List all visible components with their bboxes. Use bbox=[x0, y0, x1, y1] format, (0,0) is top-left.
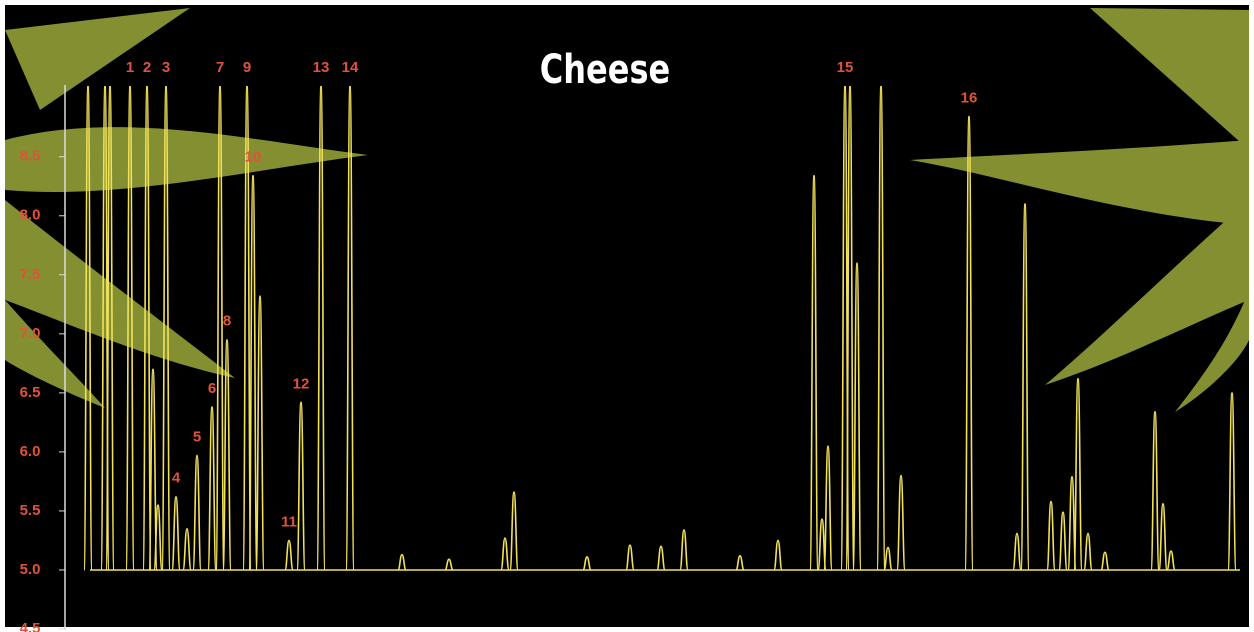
peak-label: 15 bbox=[837, 59, 854, 76]
y-tick-label: 7.0 bbox=[20, 325, 41, 342]
chart-title: Cheese bbox=[540, 45, 670, 92]
y-tick-label: 8.0 bbox=[20, 207, 41, 224]
peak-label: 4 bbox=[172, 470, 181, 487]
peak-label: 8 bbox=[223, 313, 231, 330]
peak-label: 12 bbox=[293, 375, 310, 392]
peak-label: 2 bbox=[143, 59, 151, 76]
y-tick-label: 5.5 bbox=[20, 502, 41, 519]
peak-label: 11 bbox=[281, 513, 297, 530]
y-tick-label: 7.5 bbox=[20, 266, 41, 283]
page: {"chart_data": { "type": "line", "title"… bbox=[0, 0, 1254, 632]
peak-label: 7 bbox=[216, 59, 224, 76]
peak-label: 9 bbox=[243, 59, 251, 76]
y-tick-label: 4.5 bbox=[20, 620, 41, 632]
y-tick-label: 6.0 bbox=[20, 443, 41, 460]
y-tick-label: 8.5 bbox=[20, 148, 41, 165]
peak-label: 1 bbox=[126, 59, 134, 76]
peak-label: 14 bbox=[342, 59, 359, 76]
peak-label: 6 bbox=[208, 380, 216, 397]
y-tick-label: 6.5 bbox=[20, 384, 41, 401]
peak-label: 5 bbox=[193, 428, 201, 445]
peak-label: 13 bbox=[313, 59, 330, 76]
y-tick-label: 5.0 bbox=[20, 561, 41, 578]
peak-label: 3 bbox=[162, 59, 170, 76]
chart: Cheese 4.55.05.56.06.57.07.58.08.5123456… bbox=[0, 0, 1254, 632]
background bbox=[5, 5, 1249, 627]
peak-label: 10 bbox=[245, 149, 262, 166]
peak-label: 16 bbox=[961, 90, 978, 107]
